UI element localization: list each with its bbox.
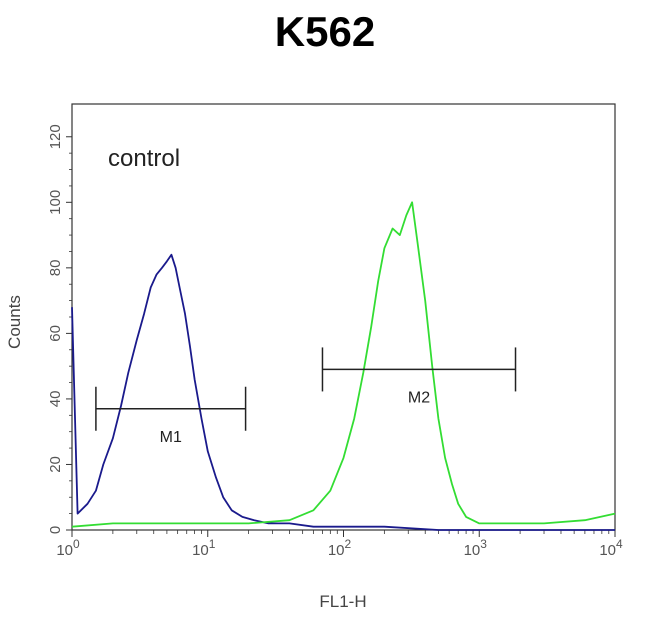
marker-label: M1 bbox=[160, 429, 182, 446]
x-tick-label: 103 bbox=[464, 537, 488, 559]
x-tick-label: 100 bbox=[56, 537, 80, 559]
series-layer bbox=[71, 201, 616, 531]
y-tick-label: 20 bbox=[47, 456, 64, 473]
y-axis-label: Counts bbox=[5, 295, 24, 349]
x-tick-label: 102 bbox=[328, 537, 352, 559]
x-axis-label: FL1-H bbox=[319, 592, 366, 611]
y-tick-label: 80 bbox=[47, 260, 64, 277]
series-line-1 bbox=[71, 253, 615, 531]
chart-title: K562 bbox=[274, 8, 376, 55]
y-tick-label: 60 bbox=[47, 325, 64, 342]
series-line-2 bbox=[71, 201, 616, 528]
marker-label: M2 bbox=[408, 389, 430, 406]
marker-m2: M2 bbox=[321, 347, 517, 406]
control-annotation: control bbox=[108, 145, 180, 172]
x-tick-label: 104 bbox=[599, 537, 623, 559]
marker-m1: M1 bbox=[95, 386, 247, 446]
y-tick-label: 120 bbox=[47, 124, 64, 149]
x-tick-label: 101 bbox=[192, 537, 216, 559]
marker-layer: M1 M2 bbox=[95, 347, 517, 446]
y-tick-label: 40 bbox=[47, 391, 64, 408]
y-axis-ticks: 0 20 40 60 80 100 120 bbox=[47, 124, 72, 534]
y-tick-label: 100 bbox=[47, 190, 64, 215]
y-tick-label: 0 bbox=[47, 526, 64, 534]
x-axis-ticks: 100 101 102 103 104 bbox=[56, 530, 623, 559]
